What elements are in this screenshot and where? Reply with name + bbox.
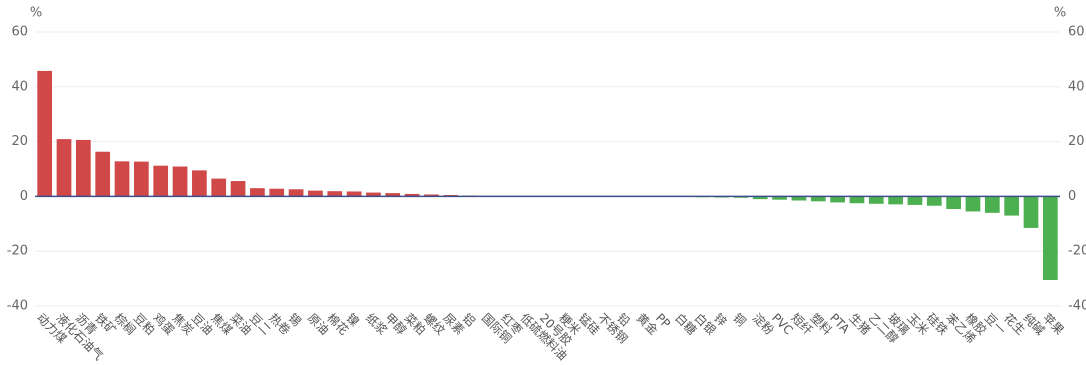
bar: [327, 191, 343, 197]
bar: [192, 170, 207, 197]
x-tick-label: 短纤: [788, 311, 815, 338]
bar: [76, 139, 91, 197]
y-tick-label: -20: [7, 244, 28, 259]
x-tick-label: 菜油: [227, 311, 254, 338]
x-tick-label: 豆油: [189, 311, 216, 338]
bar: [424, 194, 439, 197]
x-tick-label: 苹果: [1040, 311, 1067, 338]
x-tick-label: PTA: [827, 311, 853, 337]
x-tick-label: 硅铁: [924, 311, 951, 338]
y-tick-label: 60: [11, 25, 28, 40]
x-tick-label: 铁矿: [92, 311, 119, 338]
bar: [1004, 196, 1019, 216]
x-tick-label: 焦煤: [208, 311, 235, 338]
y2-tick-label: 40: [1068, 79, 1085, 94]
bar: [946, 196, 961, 210]
x-tick-label: 铜: [730, 310, 749, 329]
bar: [810, 196, 826, 202]
x-tick-label: 生猪: [846, 311, 873, 338]
bar: [926, 196, 942, 206]
bar: [95, 151, 111, 197]
y2-tick-label: 20: [1068, 134, 1085, 149]
y-tick-label: 40: [11, 79, 28, 94]
bar: [172, 166, 188, 197]
x-tick-label: 尿素: [440, 311, 467, 338]
x-tick-label: 淀粉: [750, 311, 777, 338]
y-axis-unit: %: [30, 6, 42, 21]
bar: [907, 196, 923, 205]
y2-tick-label: -20: [1068, 244, 1086, 259]
bar: [1042, 196, 1058, 280]
bar: [230, 181, 246, 197]
bar: [37, 70, 53, 197]
y-tick-label: -40: [7, 299, 28, 314]
x-tick-label: 豆一: [982, 311, 1009, 338]
bar: [772, 196, 787, 200]
bar: [849, 196, 865, 204]
x-tick-label: 螺纹: [421, 311, 448, 338]
y2-tick-label: 60: [1068, 25, 1085, 40]
x-tick-label: 焦炭: [169, 311, 196, 338]
bar: [250, 188, 265, 197]
y2-tick-label: 0: [1068, 189, 1076, 204]
bar: [211, 178, 227, 197]
bar: [888, 196, 903, 205]
x-tick-label: PVC: [769, 311, 796, 338]
bar: [366, 192, 381, 197]
bar: [56, 139, 72, 197]
y2-tick-label: -40: [1068, 299, 1086, 314]
bar: [868, 196, 884, 204]
bar: [404, 193, 420, 197]
bar: [134, 161, 149, 197]
bar: [385, 193, 401, 197]
bar: [830, 196, 845, 203]
x-tick-label: 玉米: [904, 311, 931, 338]
y-tick-label: 20: [11, 134, 28, 149]
bar: [114, 161, 130, 197]
x-tick-label: 原油: [305, 311, 332, 338]
x-tick-label: 豆二: [247, 311, 274, 338]
bar: [269, 188, 285, 197]
y2-axis-unit: %: [1054, 6, 1066, 21]
bar: [965, 196, 981, 212]
y-tick-label: 0: [20, 189, 28, 204]
bar: [791, 196, 807, 201]
bar: [752, 196, 768, 200]
bar: [984, 196, 1000, 213]
bar: [153, 165, 169, 197]
bar: [1023, 196, 1039, 228]
bar: [288, 189, 304, 197]
bar: [346, 191, 362, 197]
bar: [308, 190, 323, 197]
x-tick-label: 纯碱: [1020, 311, 1047, 338]
